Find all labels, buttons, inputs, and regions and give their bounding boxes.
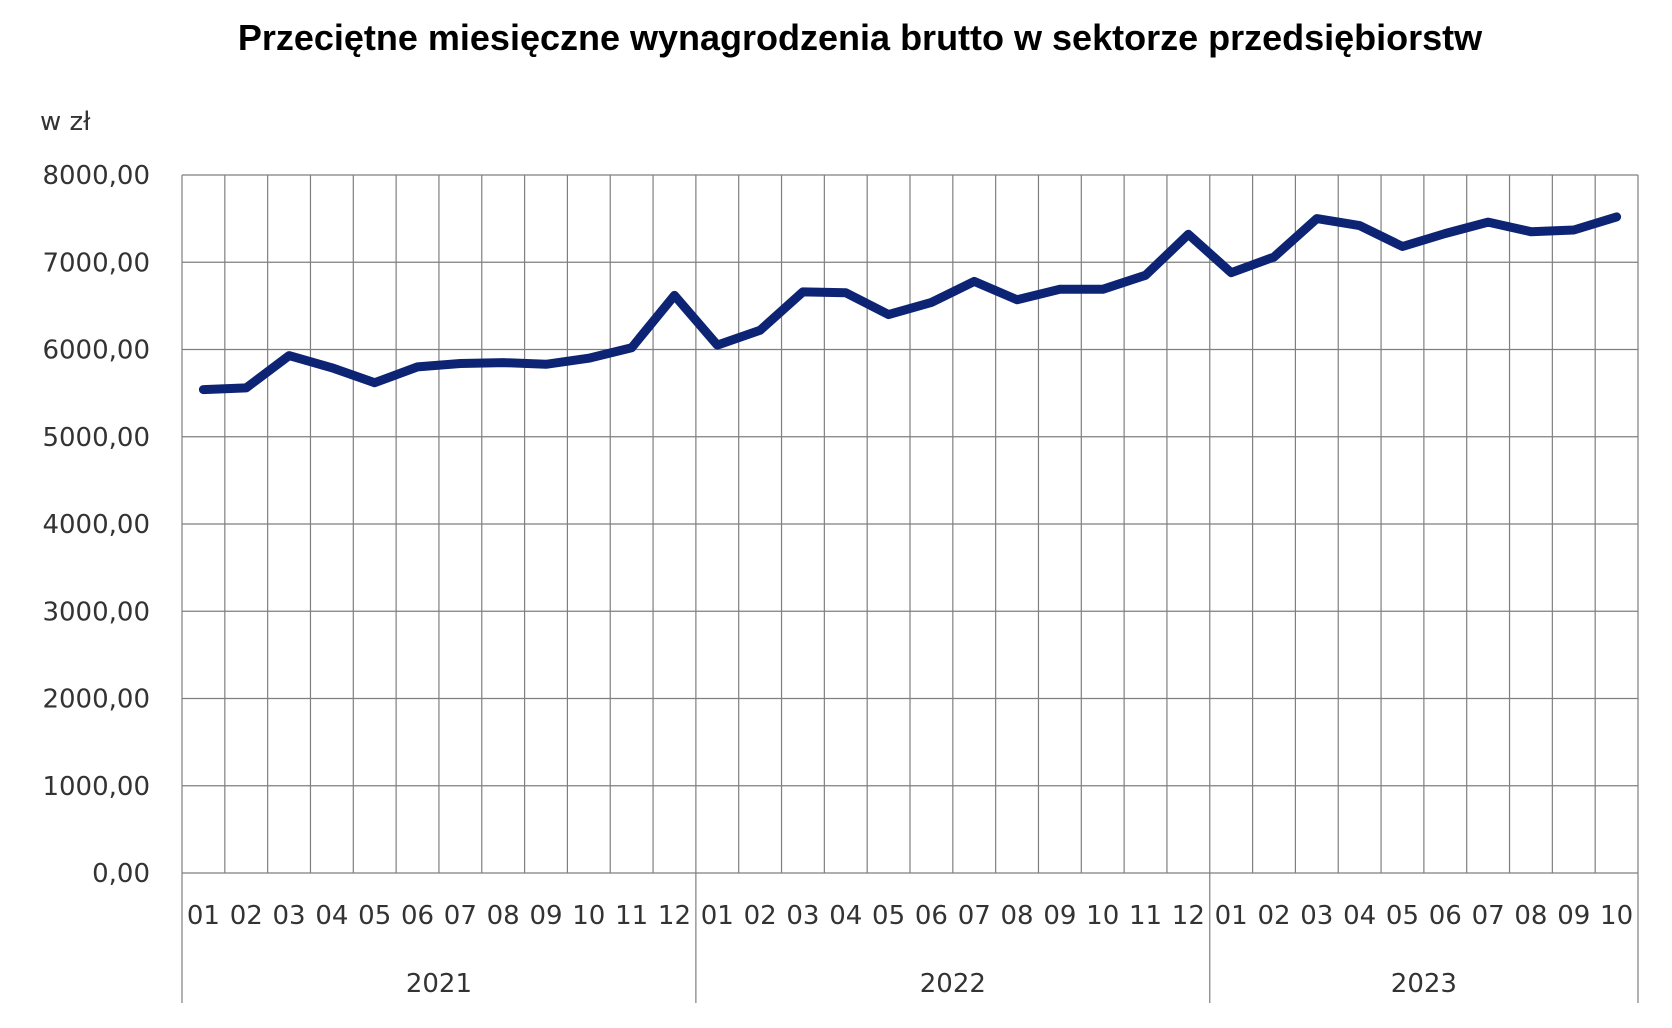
y-tick-label: 8000,00 [42, 161, 150, 191]
y-tick-label: 7000,00 [42, 248, 150, 278]
x-tick-label: 04 [829, 901, 862, 931]
chart-title: Przeciętne miesięczne wynagrodzenia brut… [238, 17, 1483, 58]
y-tick-label: 1000,00 [42, 772, 150, 802]
x-tick-label: 06 [1429, 901, 1462, 931]
x-tick-label: 04 [315, 901, 348, 931]
x-tick-label: 09 [529, 901, 562, 931]
x-tick-label: 03 [273, 901, 306, 931]
x-tick-label: 09 [1043, 901, 1076, 931]
x-axis-year-labels: 2021 2022 2023 [406, 969, 1457, 999]
y-axis-unit-label: w zł [40, 107, 91, 137]
x-tick-label: 05 [1386, 901, 1419, 931]
x-tick-label: 07 [1472, 901, 1505, 931]
year-label: 2022 [920, 969, 986, 999]
x-tick-label: 01 [187, 901, 220, 931]
x-tick-label: 07 [958, 901, 991, 931]
x-tick-label: 06 [401, 901, 434, 931]
x-tick-label: 01 [701, 901, 734, 931]
x-tick-label: 08 [487, 901, 520, 931]
year-label: 2023 [1391, 969, 1457, 999]
y-tick-label: 4000,00 [42, 510, 150, 540]
x-tick-label: 09 [1557, 901, 1590, 931]
y-tick-label: 0,00 [92, 859, 150, 889]
wage-series-line [198, 212, 1622, 395]
x-tick-label: 11 [615, 901, 648, 931]
y-tick-label: 3000,00 [42, 597, 150, 627]
x-tick-label: 03 [1300, 901, 1333, 931]
x-tick-label: 05 [358, 901, 391, 931]
x-tick-label: 02 [744, 901, 777, 931]
x-tick-label: 08 [1514, 901, 1547, 931]
x-tick-label: 10 [1600, 901, 1633, 931]
x-axis-month-labels: 01 02 03 04 05 06 07 08 09 10 11 12 01 02 03 04 05 06 07 08… [187, 901, 1633, 931]
x-tick-label: 08 [1001, 901, 1034, 931]
x-tick-label: 02 [230, 901, 263, 931]
x-tick-label: 06 [915, 901, 948, 931]
year-label: 2021 [406, 969, 472, 999]
x-tick-label: 01 [1215, 901, 1248, 931]
y-tick-label: 2000,00 [42, 685, 150, 715]
x-tick-label: 03 [786, 901, 819, 931]
x-tick-label: 02 [1257, 901, 1290, 931]
x-tick-label: 07 [444, 901, 477, 931]
y-tick-label: 5000,00 [42, 423, 150, 453]
x-tick-label: 12 [658, 901, 691, 931]
x-tick-label: 12 [1172, 901, 1205, 931]
x-tick-label: 04 [1343, 901, 1376, 931]
grid-lines [181, 174, 1639, 1003]
y-tick-label: 6000,00 [42, 336, 150, 366]
x-tick-label: 10 [572, 901, 605, 931]
x-tick-label: 05 [872, 901, 905, 931]
x-tick-label: 10 [1086, 901, 1119, 931]
x-tick-label: 11 [1129, 901, 1162, 931]
y-axis-tick-labels: 0,00 1000,00 2000,00 3000,00 4000,00 5000,00 6… [42, 161, 150, 889]
